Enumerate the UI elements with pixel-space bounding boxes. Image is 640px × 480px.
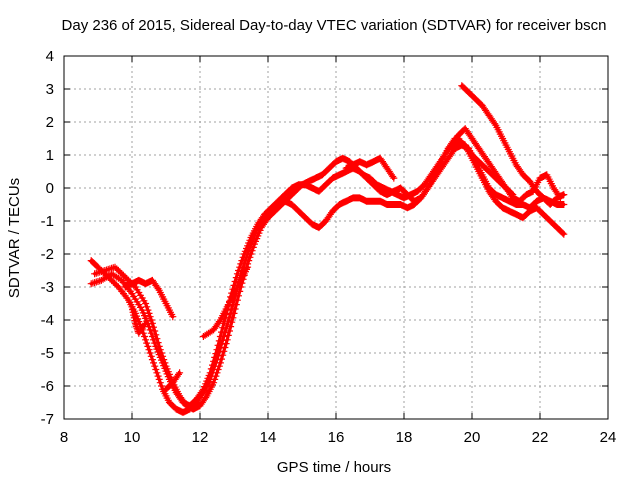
x-tick-label: 8 bbox=[60, 429, 68, 446]
x-tick-label: 14 bbox=[260, 429, 277, 446]
x-axis-label: GPS time / hours bbox=[277, 459, 391, 476]
y-axis-label: SDTVAR / TECUs bbox=[6, 178, 23, 298]
series-point-markers bbox=[448, 138, 517, 199]
x-tick-label: 24 bbox=[600, 429, 617, 446]
y-tick-label: 2 bbox=[46, 114, 54, 131]
series-point-markers bbox=[342, 154, 398, 182]
x-tick-label: 20 bbox=[464, 429, 481, 446]
x-tick-label: 18 bbox=[396, 429, 413, 446]
y-tick-label: 3 bbox=[46, 81, 54, 98]
y-tick-label: -2 bbox=[41, 246, 54, 263]
series-point-markers bbox=[199, 263, 252, 340]
series-track-6 bbox=[162, 369, 184, 393]
series-point-markers bbox=[121, 276, 177, 321]
series-track-8 bbox=[342, 154, 398, 182]
y-tick-label: -6 bbox=[41, 378, 54, 395]
series-track-4 bbox=[121, 276, 177, 321]
series-track-10 bbox=[448, 138, 517, 199]
series-point-markers bbox=[458, 82, 568, 208]
y-tick-label: -7 bbox=[41, 411, 54, 428]
y-tick-label: 0 bbox=[46, 180, 54, 197]
y-tick-label: -4 bbox=[41, 312, 54, 329]
series-track-5 bbox=[128, 303, 150, 337]
y-tick-label: -5 bbox=[41, 345, 54, 362]
series-track-2 bbox=[87, 141, 568, 410]
x-tick-label: 16 bbox=[328, 429, 345, 446]
series-layer bbox=[87, 82, 568, 416]
x-tick-label: 10 bbox=[124, 429, 141, 446]
y-tick-label: -3 bbox=[41, 279, 54, 296]
series-track-7 bbox=[199, 263, 252, 340]
chart-title: Day 236 of 2015, Sidereal Day-to-day VTE… bbox=[62, 17, 607, 34]
y-tick-label: 4 bbox=[46, 48, 54, 65]
x-tick-label: 12 bbox=[192, 429, 209, 446]
series-point-markers bbox=[91, 125, 564, 413]
series-point-markers bbox=[162, 369, 184, 393]
series-track-3 bbox=[91, 125, 564, 413]
y-tick-label: 1 bbox=[46, 147, 54, 164]
series-point-markers bbox=[87, 141, 568, 410]
y-tick-label: -1 bbox=[41, 213, 54, 230]
x-tick-label: 22 bbox=[532, 429, 549, 446]
grid bbox=[64, 56, 608, 419]
series-track-9 bbox=[458, 82, 568, 208]
series-point-markers bbox=[128, 303, 150, 337]
